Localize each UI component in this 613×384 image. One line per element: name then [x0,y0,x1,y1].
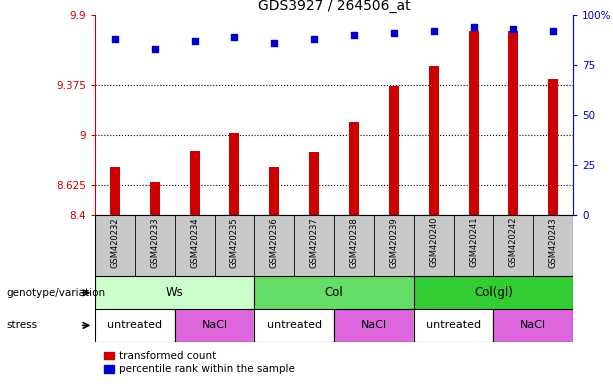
Legend: transformed count, percentile rank within the sample: transformed count, percentile rank withi… [100,347,299,378]
Bar [414,215,454,276]
Bar [135,215,175,276]
Bar [548,79,558,215]
Bar [374,215,414,276]
Text: stress: stress [6,320,37,331]
Point [150,46,160,52]
Text: GSM420243: GSM420243 [549,217,558,268]
Bar [428,66,439,215]
Text: GSM420241: GSM420241 [469,217,478,267]
Bar [468,31,479,215]
Bar [309,152,319,215]
Text: GSM420232: GSM420232 [110,217,120,268]
Text: NaCl: NaCl [520,320,546,331]
Text: untreated: untreated [267,320,322,331]
Bar [269,167,280,215]
Bar [215,215,254,276]
Point [310,36,319,42]
Text: untreated: untreated [107,320,162,331]
Text: GSM420235: GSM420235 [230,217,239,268]
Bar [175,215,215,276]
Bar [95,276,254,309]
Bar [334,215,374,276]
Text: GSM420234: GSM420234 [190,217,199,268]
Text: GSM420233: GSM420233 [150,217,159,268]
Bar [95,215,135,276]
Point [349,32,359,38]
Point [429,28,439,35]
Bar [493,309,573,342]
Point [110,36,120,42]
Text: GSM420242: GSM420242 [509,217,518,267]
Bar [493,215,533,276]
Point [190,38,200,45]
Text: untreated: untreated [426,320,481,331]
Text: GSM420240: GSM420240 [429,217,438,267]
Text: Ws: Ws [166,286,183,299]
Bar [254,276,414,309]
Text: genotype/variation: genotype/variation [6,288,105,298]
Bar [189,151,200,215]
Point [509,26,519,32]
Bar [254,309,334,342]
Text: Col: Col [325,286,343,299]
Text: GSM420239: GSM420239 [389,217,398,268]
Bar [389,86,399,215]
Bar [533,215,573,276]
Bar [175,309,254,342]
Point [469,24,479,30]
Text: NaCl: NaCl [202,320,227,331]
Point [549,28,558,35]
Bar [95,309,175,342]
Bar [110,167,120,215]
Text: GSM420237: GSM420237 [310,217,319,268]
Title: GDS3927 / 264506_at: GDS3927 / 264506_at [258,0,410,13]
Bar [414,276,573,309]
Bar [349,122,359,215]
Bar [229,132,240,215]
Point [270,40,280,46]
Text: NaCl: NaCl [361,320,387,331]
Point [389,30,399,36]
Bar [454,215,493,276]
Bar [294,215,334,276]
Text: GSM420238: GSM420238 [349,217,359,268]
Bar [254,215,294,276]
Bar [414,309,493,342]
Text: Col(gl): Col(gl) [474,286,513,299]
Bar [334,309,414,342]
Point [230,34,240,40]
Bar [508,31,519,215]
Text: GSM420236: GSM420236 [270,217,279,268]
Bar [150,182,160,215]
